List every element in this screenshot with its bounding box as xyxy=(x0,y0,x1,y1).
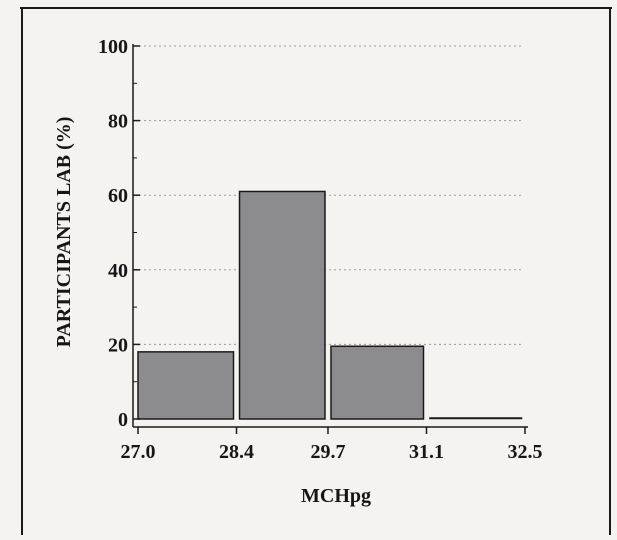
bars-layer xyxy=(137,190,523,420)
x-tick-label: 28.4 xyxy=(219,441,254,463)
histogram-bar xyxy=(429,417,523,420)
x-tick-label: 31.1 xyxy=(409,441,444,463)
histogram-bar xyxy=(238,190,326,420)
x-tick-label: 27.0 xyxy=(121,441,156,463)
x-tick-label: 29.7 xyxy=(310,441,345,463)
axes-layer xyxy=(132,44,528,434)
y-axis-title: PARTICIPANTS LAB (%) xyxy=(53,117,75,348)
y-tick-label: 40 xyxy=(108,260,128,282)
histogram-bar xyxy=(137,351,235,420)
labels-layer: 0 20 40 60 80 100 27.0 28.4 29.7 31.1 32.5 xyxy=(98,36,543,463)
y-tick-label: 100 xyxy=(98,36,128,58)
histogram-bar xyxy=(330,345,425,420)
x-tick-label: 32.5 xyxy=(508,441,543,463)
y-tick-label: 60 xyxy=(108,185,128,207)
y-tick-label: 0 xyxy=(118,409,128,431)
grid-layer xyxy=(139,45,522,345)
x-axis-title: MCHpg xyxy=(301,485,371,507)
y-tick-label: 80 xyxy=(108,111,128,133)
y-tick-label: 20 xyxy=(108,334,128,356)
